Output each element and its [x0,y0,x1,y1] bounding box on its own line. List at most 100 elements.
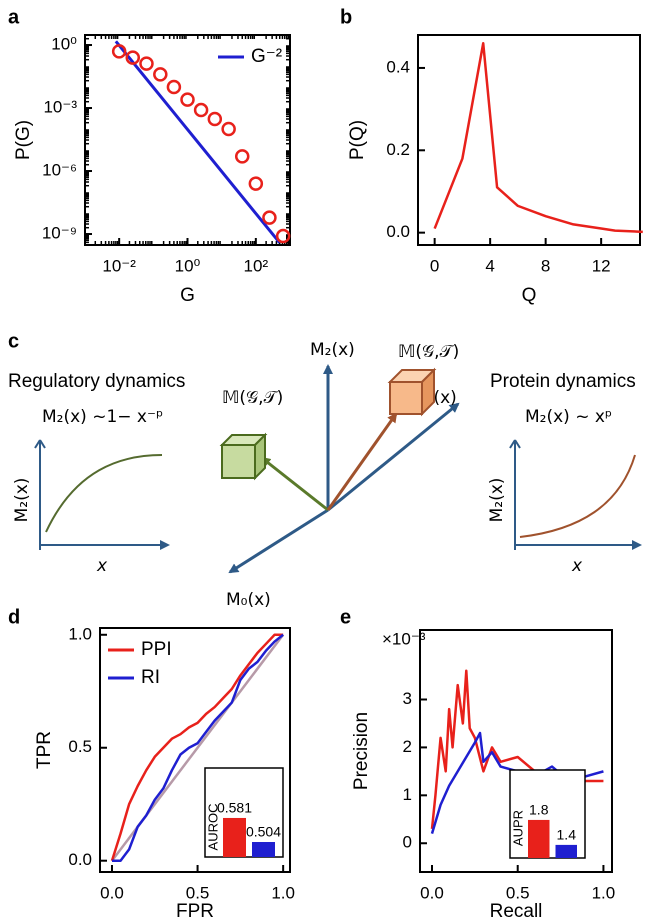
x-tick-label: 1.0 [592,883,616,902]
inset-bar [223,817,246,857]
y-tick-label: 2 [403,737,412,756]
axis-down [228,508,329,574]
y-tick-label: 10⁻⁶ [42,161,77,180]
left-xlabel: x [96,556,108,576]
left-box-label: 𝕄(𝒢,𝒯) [222,388,283,408]
left-axes [39,440,168,550]
green-cube [219,432,268,481]
point [207,111,223,127]
plot-frame [99,627,291,873]
y-tick-label: 0.0 [68,850,92,869]
right-title: Protein dynamics [490,371,636,392]
left-title: Regulatory dynamics [8,371,185,392]
point [180,92,195,107]
plot-frame [419,629,613,873]
x-tick-label: 0.5 [506,883,530,902]
plot-frame [417,34,641,246]
y-tick-label: 10⁰ [51,35,77,54]
line [433,41,643,234]
point [248,176,264,191]
panel-label: d [8,606,20,628]
left-formula: M₂(x) ~1− x⁻ᵖ [42,407,163,427]
inset-label: AUROC [205,804,220,851]
inset-bar [555,844,577,858]
legend-label: PPI [141,639,172,660]
chart: a 10⁻² 10⁰ 10² 10⁰ 10⁻³ 10⁻⁶ 10⁻⁹ G P(G) G⁻² [8,6,291,306]
point [111,44,127,59]
point [262,210,277,225]
x-tick-label: 1.0 [271,883,295,902]
point [193,102,209,118]
x-axis-label: Q [522,285,537,306]
y-axis-label: P(Q) [347,120,368,160]
panel-label: a [8,6,20,28]
arrow-green [260,456,329,512]
line [110,633,284,862]
x-tick-label: 0.0 [420,883,444,902]
x-axis-label: Recall [490,901,543,922]
inset-value-label: 1.4 [557,827,577,843]
y-tick-label: 10⁻⁹ [42,224,77,243]
right-box-label: 𝕄(𝒢,𝒯) [398,342,459,362]
right-axes [514,440,640,550]
x-tick-label: 10⁰ [175,256,201,275]
y-tick-label: 1 [403,785,412,804]
right-arrow [509,439,521,449]
diagram: c Regulatory dynamics M₂(x) ~1− x⁻ᵖ M₂(x… [8,330,640,610]
y-tick-label: 0.0 [386,222,410,241]
left-arrow [34,439,46,449]
panel-label: c [8,330,19,352]
point [234,149,250,164]
legend-label: G⁻² [251,46,282,67]
y-axis-label: TPR [34,731,55,769]
x-tick-label: 10² [244,256,269,275]
inset-label: AUPR [510,810,525,846]
axis-down-label: M₀(x) [226,590,271,610]
point [125,50,141,65]
right-xlabel: x [571,556,583,576]
left-curve [45,454,163,533]
x-tick-label: 0 [430,256,439,275]
y-tick-label: 3 [403,689,412,708]
left-ylabel: M₂(x) [12,478,32,523]
right-curve [519,454,636,538]
x-axis-label: FPR [176,901,214,922]
point [221,121,236,137]
arrow-brown [326,412,398,511]
x-tick-label: 4 [485,256,494,275]
inset-value-label: 0.581 [217,800,252,816]
x-tick-label: 12 [592,256,611,275]
panel-label: b [340,6,352,28]
point [153,67,168,82]
brown-cube [387,367,437,417]
y-axis-label: Precision [351,712,372,790]
x-tick-label: 8 [541,256,550,275]
right-formula: M₂(x) ~ xᵖ [525,407,612,427]
y-axis-label: P(G) [13,120,34,160]
point [139,56,154,71]
right-ylabel: M₂(x) [487,478,507,523]
y-tick-label: 0 [403,833,412,852]
x-tick-label: 0.5 [186,883,210,902]
chart: b 0 4 8 12 0.0 0.2 0.4 Q P(Q) [340,6,643,306]
panel-label: e [340,606,351,628]
inset-value-label: 0.504 [246,824,281,840]
point [275,228,291,244]
y-tick-label: 10⁻³ [43,98,77,117]
y-tick-label: 0.5 [68,737,92,756]
axis-up-label: M₂(x) [310,340,355,360]
line [114,40,281,244]
x-tick-label: 0.0 [100,883,124,902]
y-multiplier: ×10⁻³ [382,629,426,648]
y-tick-label: 1.0 [68,624,92,643]
point [166,79,182,95]
chart: d 0.0 0.5 1.0 0.0 0.5 1.0 FPR TPR PPI RI AUROC0.581… [8,606,295,922]
y-tick-label: 0.4 [386,57,410,76]
inset-bar [528,819,550,858]
chart: e 0.0 0.5 1.0 0 1 2 3 Recall Precision ×10⁻³ AUPR 1.… [340,606,615,922]
legend-label: RI [141,667,160,688]
axis-right [327,402,460,512]
inset-bar [252,842,275,857]
inset-value-label: 1.8 [529,802,549,818]
